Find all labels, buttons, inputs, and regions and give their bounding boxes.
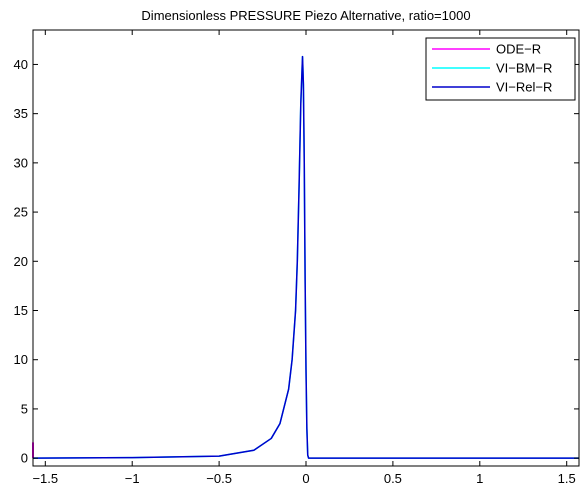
y-tick-label: 25: [14, 205, 28, 220]
x-tick-label: −0.5: [206, 471, 232, 486]
legend-label: ODE−R: [496, 42, 541, 57]
y-tick-label: 40: [14, 57, 28, 72]
y-tick-label: 0: [21, 451, 28, 466]
legend-label: VI−Rel−R: [496, 80, 552, 95]
x-tick-label: 0.5: [384, 471, 402, 486]
legend-label: VI−BM−R: [496, 61, 552, 76]
y-tick-label: 5: [21, 401, 28, 416]
y-tick-label: 15: [14, 303, 28, 318]
y-tick-label: 35: [14, 106, 28, 121]
legend: ODE−R VI−BM−R VI−Rel−R: [425, 37, 576, 101]
tick-layer: −1.5 −1 −0.5 0 0.5 1 1.5 0 5 10 15 20 25 30 35 40: [14, 30, 579, 486]
y-tick-label: 30: [14, 155, 28, 170]
y-tick-label: 20: [14, 254, 28, 269]
y-tick-label: 10: [14, 352, 28, 367]
x-tick-label: −1: [125, 471, 140, 486]
series-line-vi-rel-r: [32, 55, 579, 459]
x-tick-label: −1.5: [32, 471, 58, 486]
x-tick-label: 0: [302, 471, 309, 486]
x-tick-label: 1: [476, 471, 483, 486]
chart-title: Dimensionless PRESSURE Piezo Alternative…: [141, 8, 470, 23]
x-tick-label: 1.5: [558, 471, 576, 486]
